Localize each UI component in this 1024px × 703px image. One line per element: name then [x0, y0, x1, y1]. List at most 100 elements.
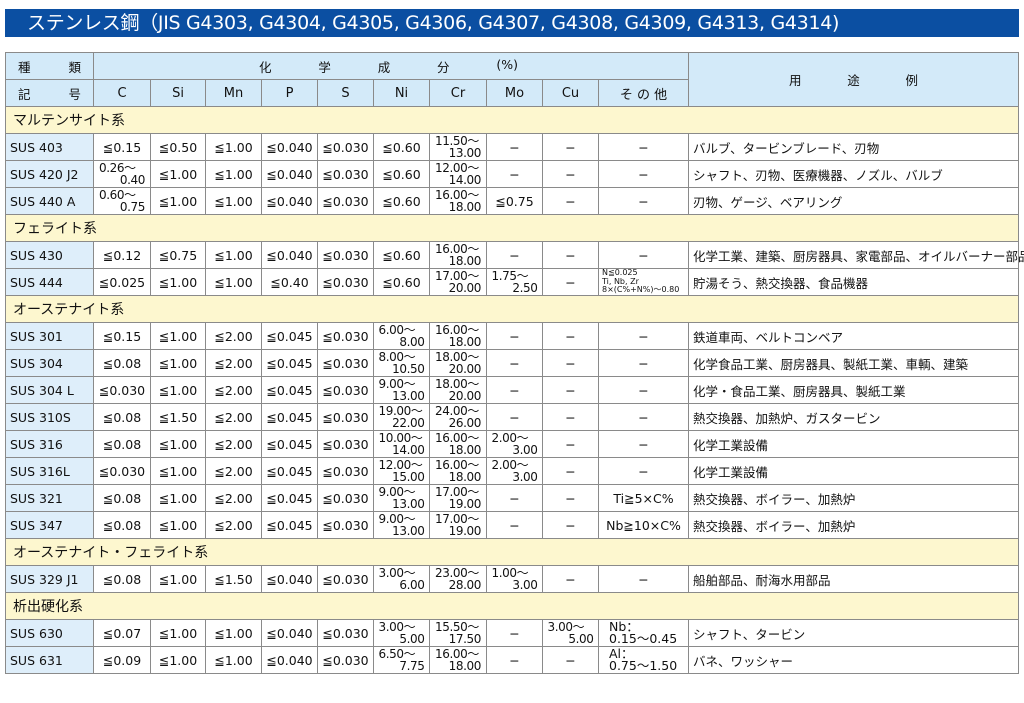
composition-cell: ≦0.045: [261, 430, 318, 458]
composition-cell: −: [542, 430, 599, 458]
composition-cell: ≦0.60: [373, 160, 430, 188]
composition-cell: 12.00〜14.00: [429, 160, 487, 188]
range-value: 16.00〜18.00: [435, 241, 481, 268]
composition-cell: 19.00〜22.00: [373, 403, 430, 431]
composition-cell: 16.00〜18.00: [429, 430, 487, 458]
composition-cell: ≦0.040: [261, 241, 318, 269]
composition-cell: ≦0.040: [261, 187, 318, 215]
grade-cell: SUS 440 A: [5, 187, 94, 215]
column-header: C: [93, 79, 151, 107]
composition-cell: −: [542, 349, 599, 377]
header-text: 例: [905, 73, 918, 88]
composition-cell: −: [597, 565, 690, 593]
composition-cell: ≦0.045: [261, 511, 318, 539]
composition-cell: ≦0.030: [317, 322, 374, 350]
table-row: SUS 430 ≦0.12 ≦0.75 ≦1.00 ≦0.040 ≦0.030 ≦0.60 1…: [5, 241, 1024, 269]
range-value: 16.00〜18.00: [435, 457, 481, 484]
composition-cell: ≦1.00: [205, 241, 262, 269]
composition-cell: ≦0.040: [261, 619, 318, 647]
composition-cell: 2.00〜3.00: [486, 457, 543, 485]
composition-cell: −: [542, 268, 599, 296]
table-row: SUS 301 ≦0.15 ≦1.00 ≦2.00 ≦0.045 ≦0.030 6.00〜8…: [5, 322, 1019, 350]
composition-cell: ≦0.030: [93, 376, 151, 404]
use-cell: バネ、ワッシャー: [688, 646, 1019, 674]
composition-cell: −: [542, 484, 599, 512]
table-row: SUS 310S ≦0.08 ≦1.50 ≦2.00 ≦0.045 ≦0.030 19.00…: [5, 403, 1019, 431]
composition-cell: ≦0.60: [373, 187, 430, 215]
composition-cell: ≦0.030: [317, 430, 374, 458]
composition-cell: ≦2.00: [205, 376, 262, 404]
table-row: SUS 631 ≦0.09 ≦1.00 ≦1.00 ≦0.040 ≦0.030 6.50〜7…: [5, 646, 1019, 674]
use-cell: 貯湯そう、熱交換器、食品機器: [688, 268, 1019, 296]
composition-cell: ≦0.08: [93, 511, 151, 539]
range-value: 15.50〜17.50: [435, 619, 481, 646]
section-row: マルテンサイト系: [5, 106, 1019, 134]
composition-cell: ≦0.030: [317, 484, 374, 512]
range-value: 12.00〜15.00: [378, 457, 425, 484]
header-chemical-composition: 化 学 成 分 (%): [92, 52, 690, 80]
header-text: 種: [18, 59, 31, 75]
header-text: 記: [18, 86, 31, 102]
composition-cell: ≦2.00: [205, 322, 262, 350]
range-value: 16.00〜18.00: [435, 646, 481, 673]
grade-cell: SUS 430: [5, 241, 94, 269]
composition-cell: −: [486, 646, 543, 674]
composition-cell: 3.00〜5.00: [542, 619, 599, 647]
column-header: S: [317, 79, 374, 107]
composition-cell: ≦0.040: [261, 646, 318, 674]
composition-cell: ≦2.00: [205, 484, 262, 512]
composition-cell: 9.00〜13.00: [373, 484, 430, 512]
composition-cell: 9.00〜13.00: [373, 511, 430, 539]
header-text: 用: [789, 73, 802, 88]
range-value: 0.60〜0.75: [99, 187, 145, 214]
composition-cell: 6.00〜8.00: [373, 322, 430, 350]
range-value: 18.00〜20.00: [435, 349, 481, 376]
composition-cell: ≦2.00: [205, 430, 262, 458]
range-value: 16.00〜18.00: [435, 187, 481, 214]
column-header: P: [261, 79, 318, 107]
header-symbol: 記号: [5, 79, 94, 107]
composition-cell: 16.00〜18.00: [429, 457, 487, 485]
range-value: 9.00〜13.00: [378, 376, 425, 403]
composition-cell: ≦0.030: [317, 268, 374, 296]
composition-cell: ≦1.00: [150, 322, 206, 350]
range-value: 10.00〜14.00: [378, 430, 425, 457]
composition-cell: 0.60〜0.75: [93, 187, 151, 215]
composition-cell: −: [597, 322, 690, 350]
composition-cell: 16.00〜18.00: [429, 646, 487, 674]
composition-cell: 1.75〜2.50: [486, 268, 543, 296]
composition-cell: −: [486, 376, 543, 404]
composition-cell: ≦0.030: [317, 241, 374, 269]
composition-cell: 9.00〜13.00: [373, 376, 430, 404]
composition-cell: ≦0.045: [261, 376, 318, 404]
range-value: 24.00〜26.00: [435, 403, 481, 430]
range-value: 8.00〜10.50: [378, 349, 425, 376]
use-cell: 化学・食品工業、厨房器具、製紙工業: [688, 376, 1019, 404]
composition-cell: −: [597, 241, 690, 269]
composition-cell: −: [486, 160, 543, 188]
composition-cell: 23.00〜28.00: [429, 565, 487, 593]
range-value: 17.00〜20.00: [435, 268, 481, 295]
column-header: Mo: [486, 79, 543, 107]
grade-cell: SUS 630: [5, 619, 94, 647]
grade-cell: SUS 304: [5, 349, 94, 377]
use-cell: 刃物、ゲージ、ベアリング: [688, 187, 1019, 215]
header-text: (%): [496, 56, 519, 72]
table-row: SUS 329 J1 ≦0.08 ≦1.00 ≦1.50 ≦0.040 ≦0.030 3.0…: [5, 565, 1019, 593]
composition-cell: 1.00〜3.00: [486, 565, 543, 593]
composition-cell: ≦1.00: [150, 565, 206, 593]
table-row: SUS 316L ≦0.030 ≦1.00 ≦2.00 ≦0.045 ≦0.030 12.0…: [5, 457, 1019, 485]
composition-cell: ≦0.030: [317, 376, 374, 404]
header-text: 学: [318, 59, 331, 75]
range-value: 11.50〜13.00: [435, 133, 481, 160]
use-cell: 船舶部品、耐海水用部品: [688, 565, 1019, 593]
header-text: 化: [259, 59, 272, 75]
composition-cell: 18.00〜20.00: [429, 376, 487, 404]
header-text: 類: [68, 59, 81, 75]
composition-cell: −: [542, 133, 599, 161]
composition-cell: −: [542, 457, 599, 485]
grade-cell: SUS 420 J2: [5, 160, 94, 188]
composition-cell: −: [542, 511, 599, 539]
table-row: SUS 630 ≦0.07 ≦1.00 ≦1.00 ≦0.040 ≦0.030 3.00〜5…: [5, 619, 1019, 647]
composition-cell: ≦1.00: [150, 646, 206, 674]
